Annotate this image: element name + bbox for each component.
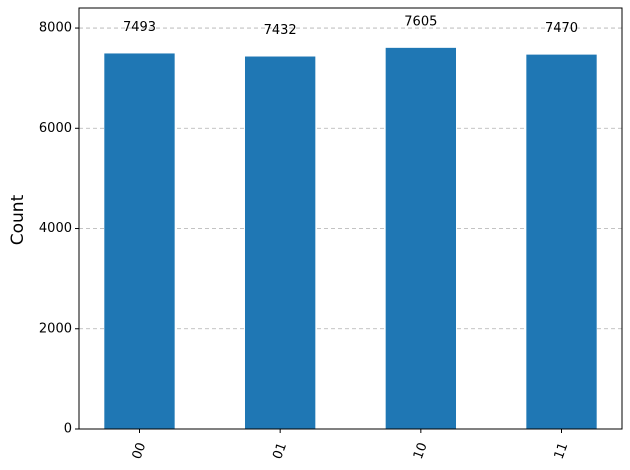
y-tick-label: 8000 (39, 21, 72, 36)
x-tick-label: 00 (130, 441, 150, 462)
bar (385, 47, 457, 430)
y-tick-label: 0 (64, 422, 72, 437)
y-tick-label: 2000 (39, 321, 72, 336)
data-label: 7470 (545, 21, 578, 36)
data-label: 7605 (404, 14, 437, 29)
x-tick-label: 01 (270, 441, 290, 462)
y-tick-label: 6000 (39, 121, 72, 136)
y-axis-label: Count (8, 194, 28, 245)
data-label: 7432 (264, 23, 297, 38)
x-tick-label: 10 (411, 441, 431, 462)
bar (104, 53, 175, 429)
y-tick-label: 4000 (39, 221, 72, 236)
bar (244, 56, 316, 430)
bar (526, 54, 597, 429)
x-tick-label: 11 (552, 441, 572, 462)
data-label: 7493 (123, 20, 156, 35)
plot-frame (78, 7, 623, 430)
